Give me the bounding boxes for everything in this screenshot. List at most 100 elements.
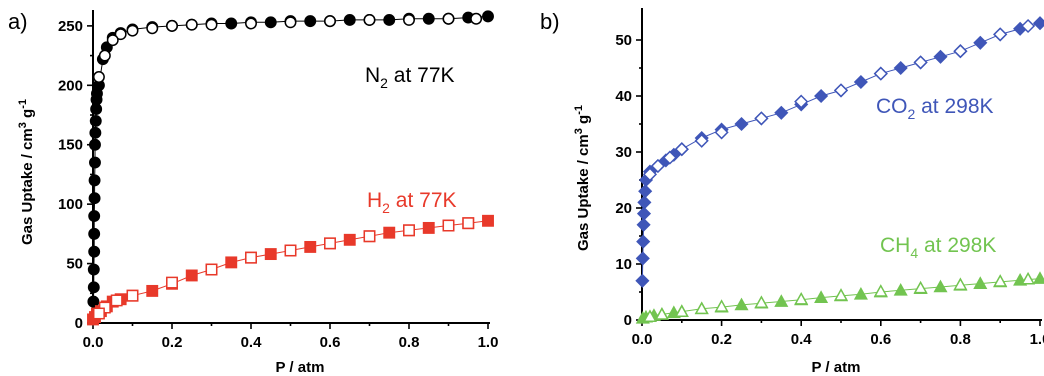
panel-b-series-0-adsorption-point — [893, 60, 908, 76]
panel-a-y-tick-label: 100 — [58, 196, 83, 213]
panel-b-series-1-adsorption-point — [1032, 271, 1044, 284]
panel-a-series-0-adsorption-point — [89, 115, 102, 127]
panel-b-x-tick-label: 0.4 — [791, 331, 813, 348]
panel-a-series-1-desorption-point — [442, 219, 455, 232]
panel-a-series-1-adsorption-point — [185, 269, 198, 282]
panel-a-series-0-adsorption-point — [422, 12, 435, 25]
panel-a-series-0-desorption-point — [284, 16, 297, 29]
panel-a-series-1-adsorption-point — [343, 233, 356, 246]
panel-a-x-tick-label: 0.6 — [320, 334, 341, 351]
panel-a-series-0-adsorption-point — [89, 138, 101, 151]
panel-a-axes: 0.0 0.2 0.4 0.6 0.8 1.0 0 50 100 150 200 250 — [58, 10, 498, 351]
panel-b-series-0-adsorption-point — [635, 251, 650, 266]
panel-a-series-0-desorption-point — [126, 24, 139, 37]
panel-a-series-0-desorption-point — [245, 17, 257, 30]
panel-a-series-1-desorption-point — [245, 251, 257, 264]
panel-b-x-tick-label: 0.0 — [632, 331, 653, 348]
panel-a-marks — [87, 10, 494, 326]
panel-b-label: b) — [540, 9, 560, 34]
panel-a-series-1-desorption-point — [403, 224, 415, 237]
panel-b-series-0-desorption-point — [953, 44, 968, 59]
panel-b-series-0-adsorption-point — [973, 35, 988, 50]
panel-b-series-0-desorption-point — [993, 27, 1008, 42]
panel-b-series-0-adsorption-point — [636, 234, 651, 249]
panel-a-h2-label: H2 at 77K — [367, 189, 457, 216]
panel-b-series-1-desorption-point — [1021, 271, 1036, 285]
panel-b-series-0-adsorption-point — [638, 184, 653, 199]
panel-b-series-1-adsorption-point — [893, 283, 908, 296]
panel-b-series-0-desorption-point — [642, 167, 658, 182]
panel-a-series-0-adsorption-point — [304, 15, 317, 28]
panel-b-series-0-desorption-point — [674, 142, 689, 157]
panel-a-series-1-desorption-point — [284, 244, 297, 257]
panel-a-series-0-adsorption-point — [87, 295, 100, 308]
panel-b-y-tick-label: 20 — [615, 200, 632, 217]
panel-b-series-0-adsorption-point — [933, 49, 948, 64]
panel-b-series-0-desorption-point — [794, 94, 809, 109]
panel-a-x-tick-label: 0.8 — [399, 334, 420, 351]
panel-b-series-0-adsorption-point — [635, 273, 650, 288]
panel-b-series-1-adsorption-point — [973, 276, 988, 289]
panel-b-series-1-adsorption-point — [853, 286, 868, 300]
panel-b-series-1-desorption-point — [714, 299, 729, 312]
panel-a-series-0-adsorption-point — [89, 156, 101, 169]
panel-b-x-tick-label: 0.8 — [950, 331, 971, 348]
panel-a: a) 0.0 0.2 0.4 0.6 0.8 1.0 0 50 100 150 200 250 P /… — [8, 9, 498, 376]
panel-b-series-1-desorption-point — [754, 295, 769, 308]
panel-a-series-0-desorption-point — [114, 28, 127, 41]
panel-b-series-0-desorption-point — [833, 83, 849, 98]
panel-a-series-1-desorption-point — [110, 294, 123, 307]
panel-a-series-1-adsorption-point — [383, 226, 396, 239]
panel-a-x-tick-label: 0.4 — [241, 334, 263, 351]
panel-a-y-tick-label: 150 — [58, 137, 83, 154]
panel-a-series-0-desorption-point — [403, 13, 415, 26]
panel-b-series-0-adsorption-point — [1032, 16, 1044, 31]
panel-b-series-0-adsorption-point — [814, 88, 829, 104]
panel-a-series-0-desorption-point — [98, 49, 111, 62]
panel-a-y-tick-label: 250 — [58, 18, 83, 35]
panel-b-x-tick-label: 1.0 — [1030, 331, 1044, 348]
panel-a-series-0-desorption-point — [363, 13, 376, 26]
panel-a-series-0-desorption-point — [470, 12, 483, 25]
panel-b-series-1-desorption-point — [794, 291, 809, 305]
panel-a-y-tick-label: 0 — [75, 315, 83, 332]
panel-a-series-0-desorption-point — [442, 12, 455, 25]
panel-b-series-1-adsorption-point — [933, 279, 948, 293]
panel-a-y-tick-label: 200 — [58, 77, 83, 94]
panel-a-series-0-desorption-point — [166, 19, 178, 32]
panel-a-series-1-adsorption-point — [225, 256, 238, 269]
panel-b-series-1-desorption-point — [913, 280, 928, 294]
panel-a-x-tick-label: 0.0 — [83, 334, 104, 351]
panel-b-series-1-adsorption-point — [774, 294, 789, 307]
panel-b-series-1-desorption-point — [833, 288, 849, 301]
panel-a-series-0-adsorption-point — [87, 263, 100, 276]
panel-a-series-0-desorption-point — [92, 71, 105, 83]
panel-a-series-0-adsorption-point — [89, 126, 102, 139]
panel-b-axes: 0.0 0.2 0.4 0.6 0.8 1.0 0 10 20 30 40 50 — [615, 8, 1044, 348]
panel-b-series-1-desorption-point — [953, 277, 968, 291]
panel-b-series-1-desorption-point — [694, 301, 709, 315]
panel-a-series-1-desorption-point — [205, 263, 218, 276]
panel-a-series-1-desorption-point — [363, 230, 376, 243]
panel-b: b) 0.0 0.2 0.4 0.6 0.8 1.0 0 10 20 30 40 50 P / atm… — [540, 8, 1044, 376]
panel-a-x-tick-label: 1.0 — [478, 334, 499, 351]
panel-a-n2-label: N2 at 77K — [365, 64, 455, 91]
panel-a-y-tick-label: 50 — [66, 256, 83, 273]
panel-a-series-0-adsorption-point — [88, 245, 101, 258]
panel-a-series-1-desorption-point — [126, 289, 139, 302]
panel-b-series-0-adsorption-point — [774, 105, 789, 120]
panel-b-x-tick-label: 0.6 — [870, 331, 891, 348]
panel-b-series-0-desorption-point — [873, 66, 888, 81]
panel-b-series-0-desorption-point — [754, 111, 769, 126]
panel-b-xlabel: P / atm — [812, 359, 861, 376]
panel-b-series-1-desorption-point — [642, 309, 657, 322]
panel-a-series-0-desorption-point — [146, 22, 159, 35]
panel-b-co2-label: CO2 at 298K — [876, 95, 994, 122]
panel-b-y-tick-label: 30 — [615, 144, 632, 161]
panel-b-y-tick-label: 50 — [615, 32, 632, 49]
panel-a-series-1-adsorption-point — [482, 214, 494, 227]
panel-b-series-1-desorption-point — [993, 274, 1008, 287]
panel-b-series-0-desorption-point — [1020, 18, 1036, 34]
panel-b-series-1-desorption-point — [654, 307, 669, 320]
panel-a-series-0-adsorption-point — [383, 13, 396, 26]
